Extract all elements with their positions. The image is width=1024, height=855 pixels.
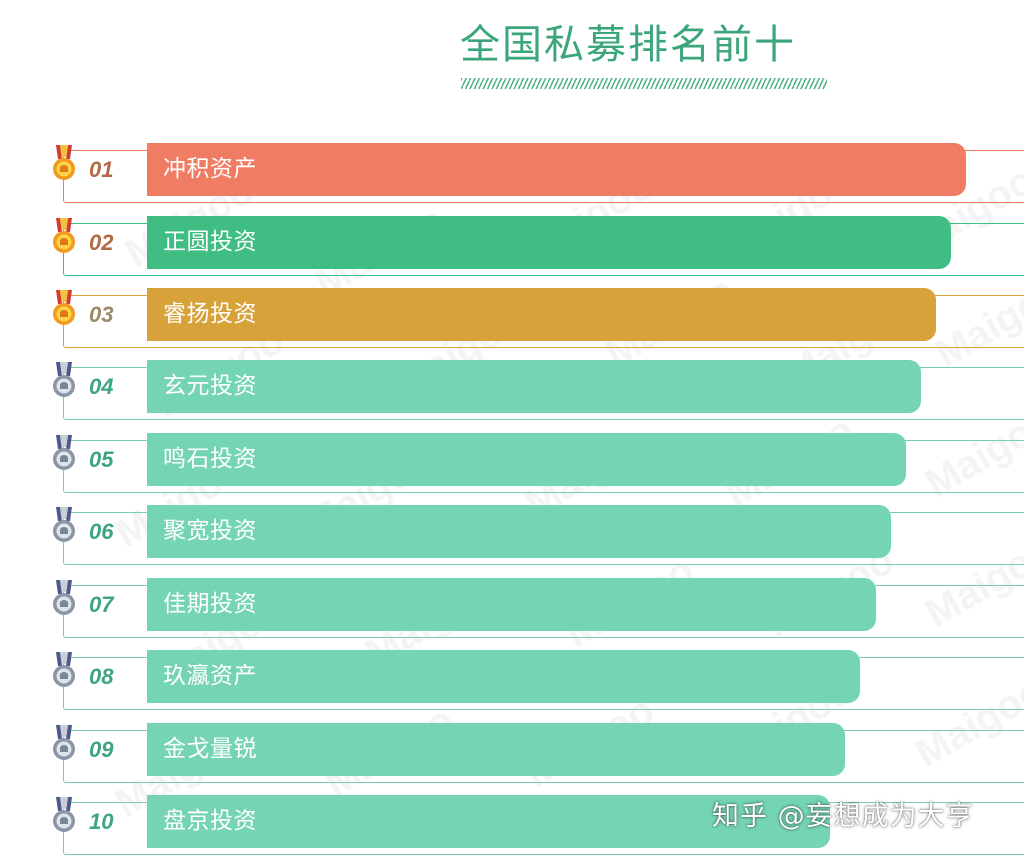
- ranking-row: 睿扬投资 03: [0, 288, 1024, 348]
- ranking-row: 聚宽投资 06: [0, 505, 1024, 565]
- ranking-row: 盘京投资 10: [0, 795, 1024, 855]
- ranking-row: 正圆投资 02: [0, 216, 1024, 276]
- silver-medal-icon: [53, 797, 75, 832]
- ranking-bar: [147, 360, 921, 413]
- page-title: 全国私募排名前十: [460, 22, 796, 68]
- company-name: 玖瀛资产: [163, 663, 257, 689]
- silver-medal-icon: [53, 580, 75, 615]
- rank-number: 04: [89, 374, 114, 399]
- title-underline: [461, 78, 827, 89]
- rank-number: 05: [89, 447, 114, 472]
- rank-number: 10: [89, 809, 114, 834]
- rank-number: 07: [89, 592, 114, 617]
- ranking-bar: [147, 288, 936, 341]
- gold-medal-icon: [53, 290, 75, 325]
- ranking-row: 冲积资产 01: [0, 143, 1024, 203]
- silver-medal-icon: [53, 362, 75, 397]
- ranking-bar: [147, 505, 891, 558]
- company-name: 正圆投资: [163, 229, 257, 255]
- attribution-watermark: 知乎 @妄想成为大亨: [712, 801, 974, 832]
- silver-medal-icon: [53, 652, 75, 687]
- rank-number: 02: [89, 230, 114, 255]
- company-name: 玄元投资: [163, 373, 257, 399]
- ranking-row: 玄元投资 04: [0, 360, 1024, 420]
- ranking-row: 金戈量锐 09: [0, 723, 1024, 783]
- company-name: 聚宽投资: [163, 518, 257, 544]
- company-name: 鸣石投资: [163, 446, 257, 472]
- gold-medal-icon: [53, 145, 75, 180]
- silver-medal-icon: [53, 725, 75, 760]
- rank-number: 06: [89, 519, 114, 544]
- silver-medal-icon: [53, 435, 75, 470]
- company-name: 冲积资产: [163, 156, 257, 182]
- ranking-bar: [147, 216, 951, 269]
- rank-number: 09: [89, 737, 114, 762]
- ranking-bar: [147, 650, 860, 703]
- ranking-bar: [147, 795, 830, 848]
- ranking-row: 佳期投资 07: [0, 578, 1024, 638]
- company-name: 盘京投资: [163, 808, 257, 834]
- rank-number: 08: [89, 664, 114, 689]
- ranking-row: 鸣石投资 05: [0, 433, 1024, 493]
- company-name: 佳期投资: [163, 591, 257, 617]
- ranking-bar: [147, 433, 906, 486]
- ranking-bar: [147, 143, 966, 196]
- ranking-row: 玖瀛资产 08: [0, 650, 1024, 710]
- ranking-bar: [147, 578, 876, 631]
- rank-number: 01: [89, 157, 114, 182]
- rank-number: 03: [89, 302, 114, 327]
- silver-medal-icon: [53, 507, 75, 542]
- company-name: 金戈量锐: [163, 736, 257, 762]
- company-name: 睿扬投资: [163, 301, 257, 327]
- gold-medal-icon: [53, 218, 75, 253]
- ranking-bar: [147, 723, 845, 776]
